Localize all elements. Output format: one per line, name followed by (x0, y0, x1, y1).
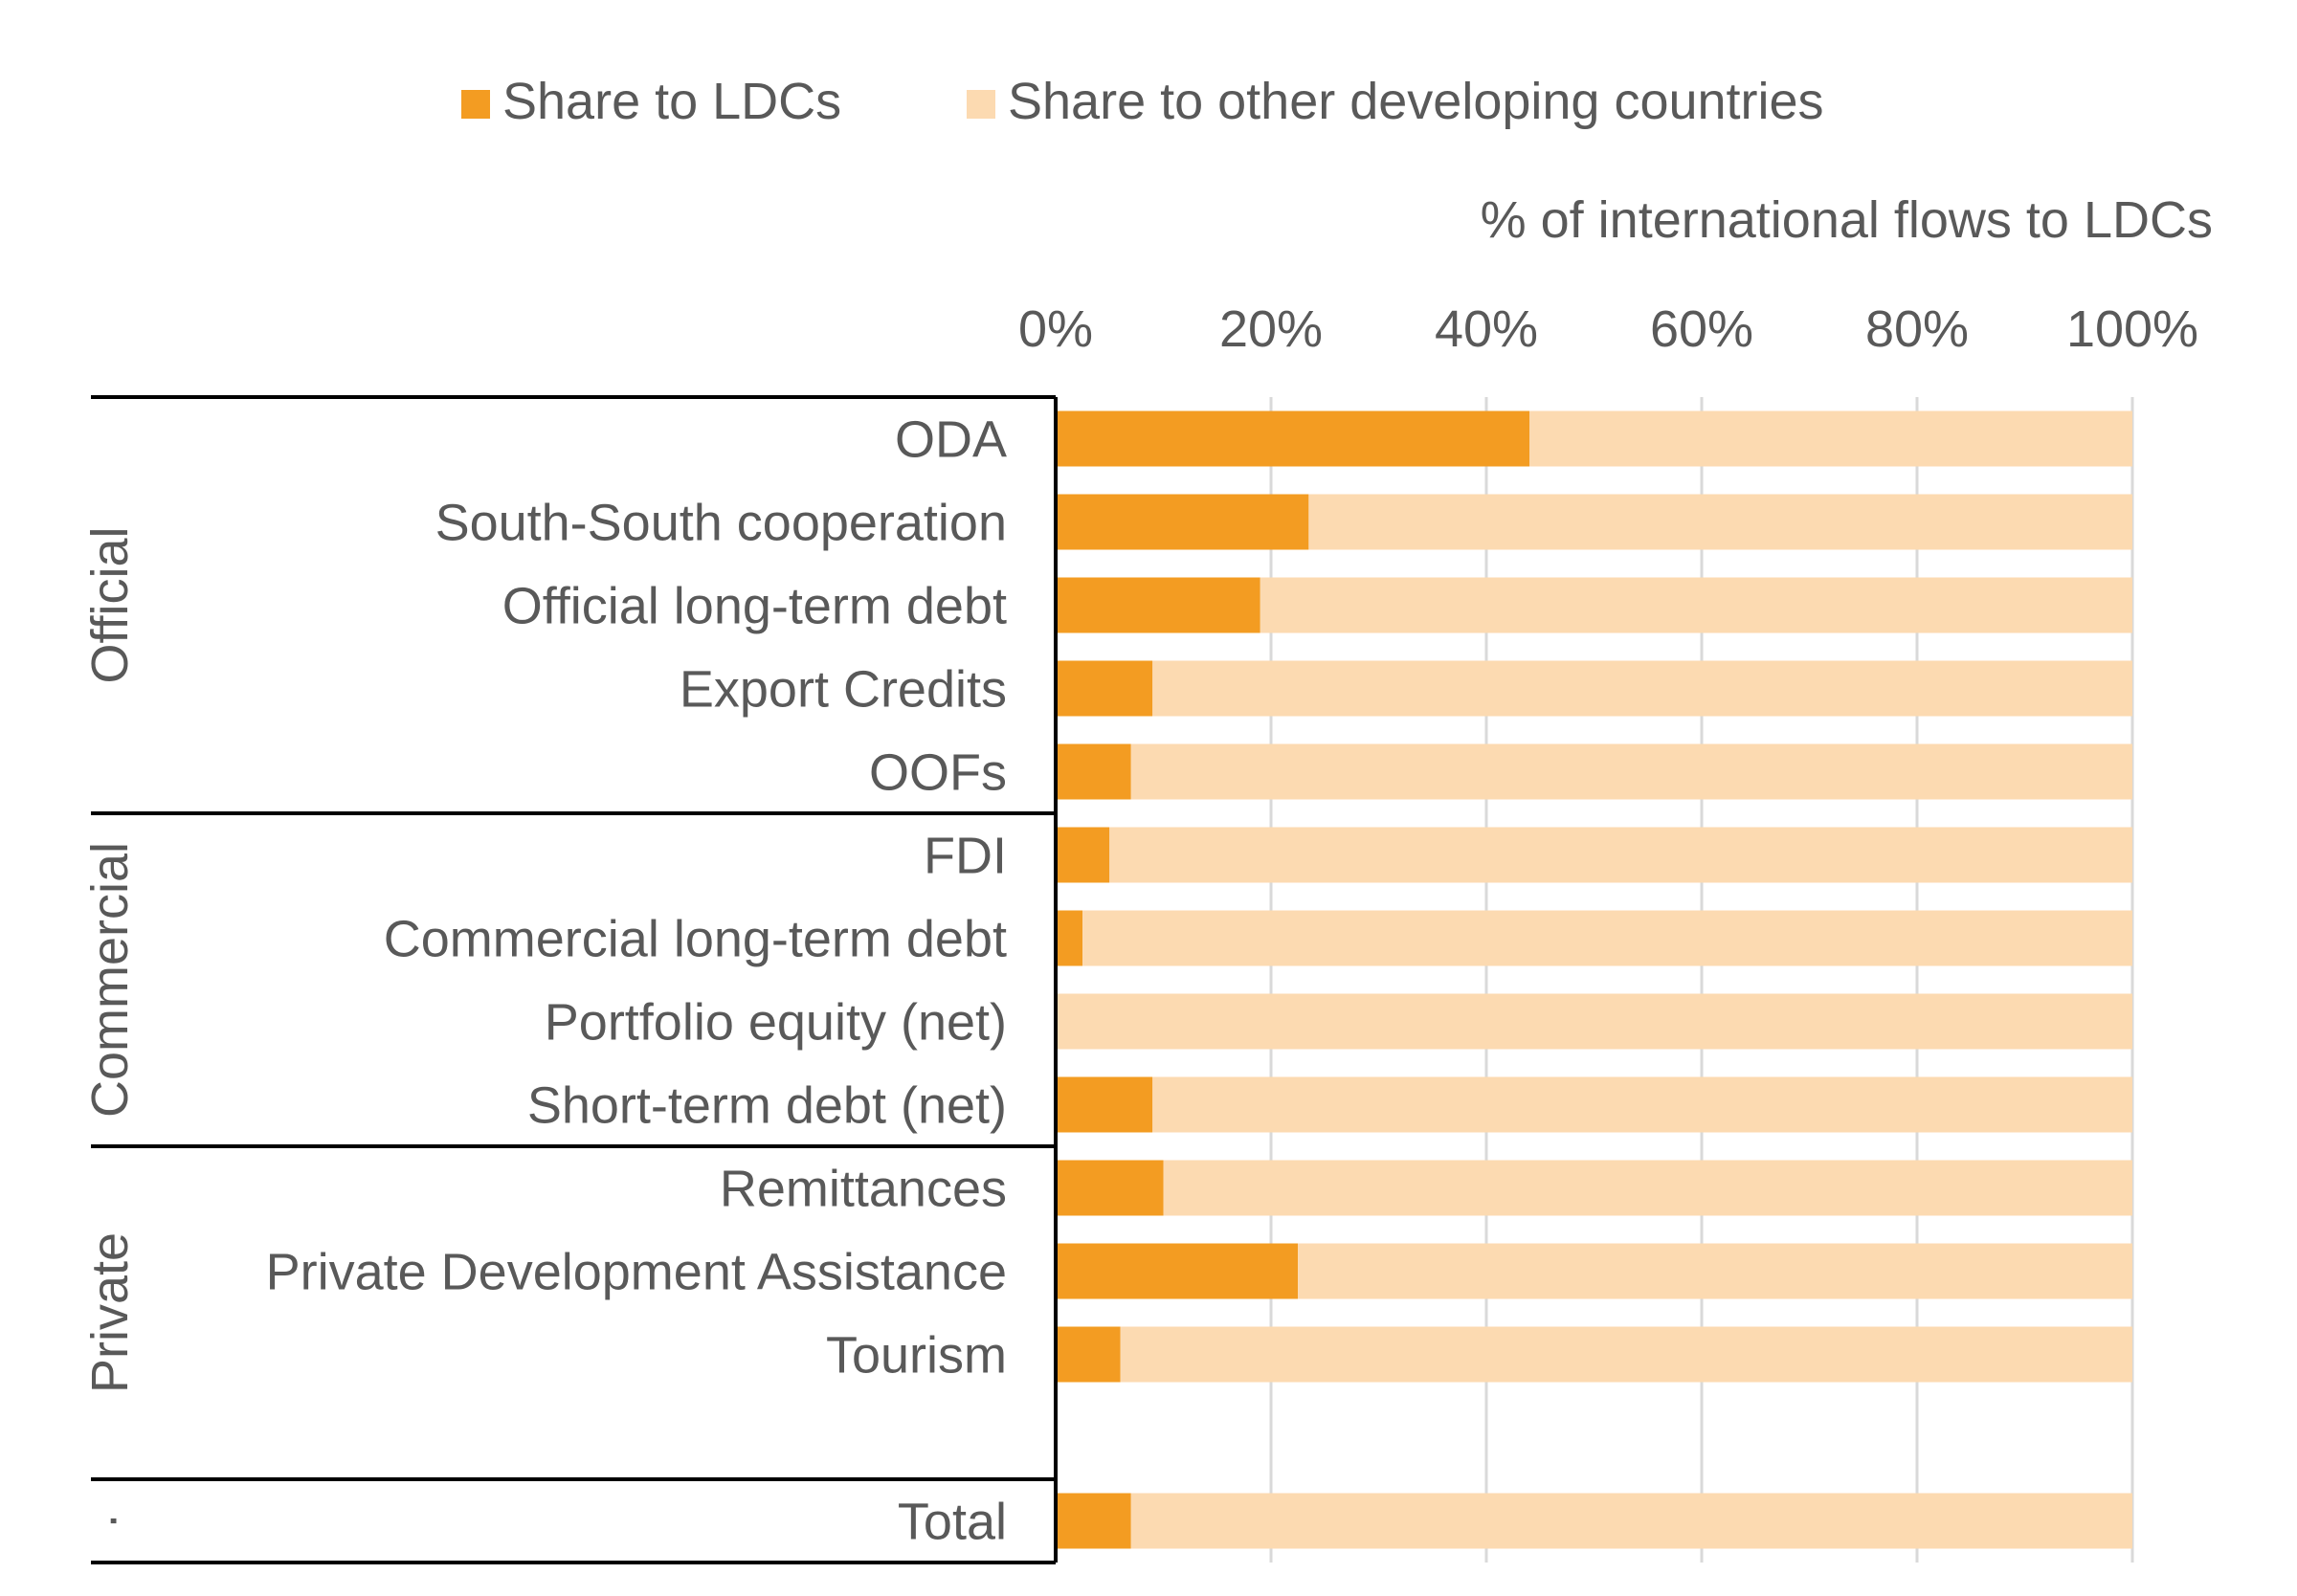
bar-ldc (1056, 494, 1309, 550)
bar-other (1130, 743, 2132, 800)
category-label: Export Credits (680, 661, 1007, 719)
category-labels: ODA South-South cooperation Official long-… (266, 411, 1007, 1551)
x-tick-label: 0% (1018, 300, 1093, 358)
group-label: Private (81, 1232, 139, 1393)
group-frame (91, 395, 1058, 1564)
bar-other (1163, 1160, 2132, 1216)
category-label: Commercial long-term debt (384, 911, 1007, 968)
category-label: Total (898, 1494, 1007, 1551)
x-tick-label: 20% (1219, 300, 1323, 358)
bar-ldc (1056, 1076, 1153, 1133)
bar-ldc (1056, 1326, 1121, 1383)
bar-ldc (1056, 660, 1153, 717)
bar-other (1152, 660, 2132, 717)
bar-ldc (1056, 1160, 1164, 1216)
legend: Share to LDCs Share to other developing … (461, 73, 1824, 130)
group-labels: Official Commercial Private · (81, 526, 139, 1529)
category-label: Short-term debt (net) (527, 1077, 1007, 1135)
group-label: Commercial (81, 842, 139, 1118)
legend-swatch-ldc (461, 90, 490, 119)
bar-ldc (1056, 827, 1110, 883)
legend-label-other: Share to other developing countries (1008, 73, 1824, 130)
bar-ldc (1056, 1493, 1131, 1549)
bar-other (1529, 410, 2132, 467)
category-label: Remittances (720, 1161, 1007, 1218)
category-label: ODA (895, 411, 1007, 469)
bar-ldc (1056, 1243, 1299, 1299)
bar-other (1120, 1326, 2132, 1383)
bar-ldc (1056, 577, 1260, 633)
category-label: Portfolio equity (net) (545, 994, 1007, 1052)
legend-swatch-other (967, 90, 995, 119)
bar-other (1109, 827, 2132, 883)
group-label: Official (81, 526, 139, 683)
bars (1056, 410, 2132, 1549)
x-tick-label: 100% (2066, 300, 2198, 358)
category-label: South-South cooperation (435, 495, 1007, 552)
bar-other (1130, 1493, 2132, 1549)
bar-ldc (1056, 743, 1131, 800)
bar-other (1298, 1243, 2132, 1299)
chart-title: % of international flows to LDCs (1481, 191, 2213, 249)
bar-ldc (1056, 410, 1529, 467)
bar-other (1056, 993, 2132, 1050)
bar-ldc (1056, 910, 1083, 966)
bar-other (1308, 494, 2132, 550)
x-tick-label: 40% (1435, 300, 1538, 358)
group-label: · (81, 1513, 139, 1530)
bar-other (1260, 577, 2132, 633)
category-label: Tourism (826, 1327, 1007, 1385)
x-tick-label: 60% (1650, 300, 1753, 358)
bar-other (1152, 1076, 2132, 1133)
category-label: Official long-term debt (502, 578, 1007, 635)
category-label: OOFs (869, 744, 1007, 802)
x-tick-label: 80% (1865, 300, 1969, 358)
category-label: FDI (924, 828, 1007, 885)
legend-label-ldc: Share to LDCs (502, 73, 841, 130)
x-axis-tick-labels: 0% 20% 40% 60% 80% 100% (1018, 300, 2198, 358)
gridlines (1269, 397, 2134, 1563)
bar-other (1082, 910, 2132, 966)
category-label: Private Development Assistance (266, 1244, 1007, 1301)
